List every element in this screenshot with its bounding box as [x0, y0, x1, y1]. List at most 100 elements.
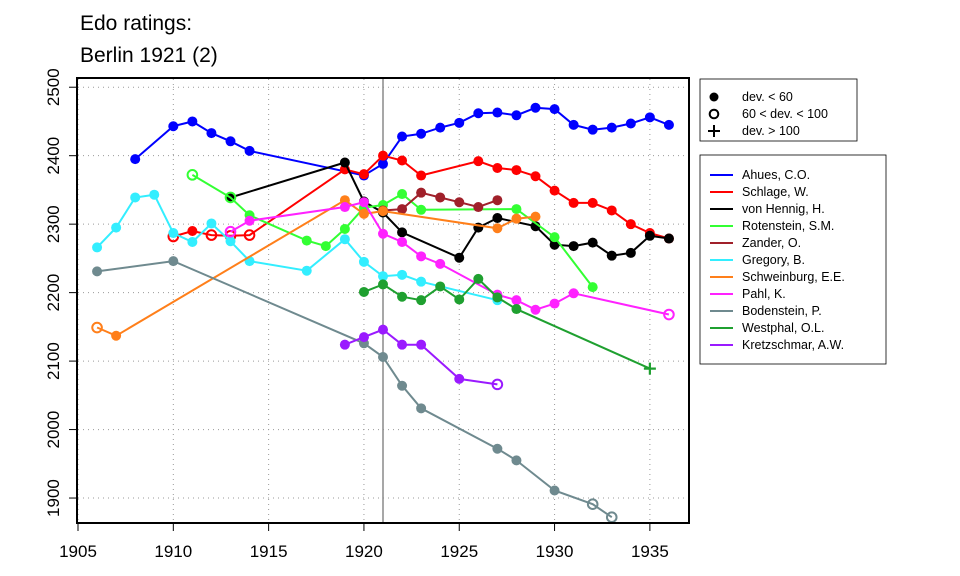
legend-label-2: von Hennig, H.: [742, 202, 825, 216]
x-axis: 1905 1910 1915 1920 1925 1930 1935: [59, 523, 669, 561]
point-8-4: [397, 380, 408, 391]
legend-label-0: Ahues, C.O.: [742, 168, 810, 182]
point-2-9: [549, 239, 560, 250]
series-line-7: [230, 201, 670, 316]
point-1-17: [606, 205, 617, 216]
marker-legend-label-2: dev. > 100: [742, 124, 800, 138]
point-0-9: [416, 128, 427, 139]
legend-label-4: Zander, O.: [742, 236, 801, 250]
point-9-1: [378, 279, 388, 290]
point-2-10: [568, 241, 579, 252]
series-8: [92, 256, 618, 524]
y-tick-label: 2400: [44, 137, 63, 175]
point-1-8: [397, 155, 408, 166]
legend-label-6: Schweinburg, E.E.: [742, 270, 845, 284]
point-5-9: [301, 265, 312, 276]
point-1-12: [511, 165, 522, 176]
point-9-9: [643, 362, 656, 375]
series-9: [358, 273, 656, 375]
point-0-15: [530, 102, 541, 113]
point-7-10: [530, 304, 541, 315]
point-4-4: [454, 197, 465, 208]
point-3-3: [301, 235, 312, 246]
legend-label-5: Gregory, B.: [742, 253, 805, 267]
point-5-6: [206, 218, 217, 229]
point-9-2: [397, 291, 408, 302]
point-3-12: [587, 282, 598, 293]
point-3-9: [416, 204, 427, 215]
point-7-2: [339, 202, 350, 213]
point-0-20: [625, 118, 636, 129]
point-8-9: [586, 498, 599, 510]
point-7-1: [244, 215, 255, 226]
point-2-8: [530, 221, 541, 232]
point-6-7: [530, 211, 541, 222]
point-10-2: [378, 324, 388, 335]
point-5-12: [378, 271, 388, 282]
point-1-11: [492, 163, 503, 174]
y-tick-label: 2200: [44, 274, 63, 312]
point-7-7: [435, 258, 446, 269]
point-5-2: [130, 192, 141, 203]
point-0-3: [206, 128, 217, 139]
point-0-16: [549, 104, 560, 115]
y-tick-label: 2300: [44, 205, 63, 243]
x-tick-label: 1935: [631, 542, 669, 561]
series-line-6: [96, 199, 536, 337]
point-8-0: [92, 266, 103, 277]
point-9-5: [454, 294, 465, 305]
point-6-0: [91, 321, 103, 334]
point-1-2: [205, 229, 218, 241]
point-1-15: [568, 197, 579, 208]
series-7: [224, 197, 675, 321]
point-2-11: [587, 237, 598, 248]
series-legend: Ahues, C.O. Schlage, W. von Hennig, H. Rote…: [699, 154, 887, 365]
point-5-5: [187, 236, 198, 247]
point-7-5: [397, 236, 408, 247]
point-0-4: [225, 136, 236, 147]
point-5-1: [111, 222, 122, 233]
point-1-10: [473, 156, 484, 167]
x-tick-label: 1910: [154, 542, 192, 561]
legend-label-10: Kretzschmar, A.W.: [742, 338, 844, 352]
chart-title-line-1: Edo ratings:: [80, 12, 192, 35]
series-line-9: [363, 277, 651, 370]
point-0-8: [397, 131, 408, 142]
point-4-3: [435, 192, 446, 203]
point-3-10: [511, 204, 522, 215]
point-4-2: [416, 187, 427, 198]
point-10-5: [454, 373, 465, 384]
series-group: [91, 102, 675, 524]
series-0: [130, 102, 674, 181]
marker-legend-box: [699, 78, 858, 142]
point-6-4: [378, 206, 388, 217]
legend-label-1: Schlage, W.: [742, 185, 809, 199]
point-9-4: [435, 281, 446, 292]
marker-legend-plus-symbol: [708, 125, 720, 137]
plot-frame: [76, 77, 690, 524]
legend-label-3: Rotenstein, S.M.: [742, 219, 834, 233]
point-2-15: [663, 233, 674, 244]
point-5-13: [397, 269, 408, 280]
point-0-11: [454, 117, 465, 128]
point-1-14: [549, 185, 560, 196]
point-5-7: [225, 236, 236, 247]
point-7-6: [416, 251, 427, 262]
point-3-4: [320, 241, 331, 252]
marker-legend-label-0: dev. < 60: [742, 90, 793, 104]
point-8-5: [416, 403, 427, 414]
point-2-14: [644, 230, 655, 241]
point-8-7: [511, 455, 522, 466]
point-5-4: [168, 228, 179, 239]
point-3-5: [339, 223, 350, 234]
point-8-6: [492, 443, 503, 454]
y-tick-label: 2100: [44, 342, 63, 380]
point-6-5: [492, 223, 503, 234]
point-0-13: [492, 107, 503, 118]
point-1-6: [358, 169, 369, 180]
point-8-1: [168, 256, 179, 267]
point-0-21: [644, 112, 655, 123]
point-0-2: [187, 116, 198, 127]
point-5-14: [416, 276, 427, 287]
